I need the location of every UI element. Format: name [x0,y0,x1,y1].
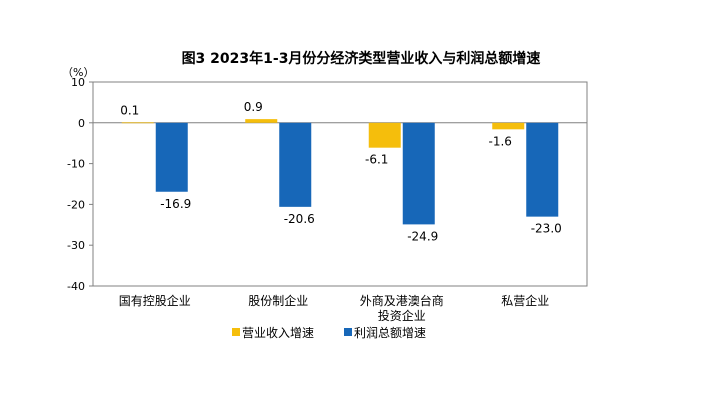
category-label: 投资企业 [378,308,426,323]
y-tick-label: 10 [71,76,85,89]
legend: 营业收入增速 利润总额增速 [232,326,426,340]
bars-group [121,119,559,225]
category-label: 股份制企业 [248,293,308,308]
data-label: 0.9 [244,100,263,114]
bar-revenue [368,122,401,148]
y-tick-label: -20 [67,198,85,211]
y-tick-label: -30 [67,239,85,252]
category-label: 外商及港澳台商 [360,293,444,308]
legend-label: 营业收入增速 [242,326,314,340]
y-tick-label: -40 [67,280,85,293]
data-label: -1.6 [489,134,512,148]
data-label: -23.0 [531,222,562,236]
category-label: 国有控股企业 [119,293,191,308]
bar-profit [279,122,312,207]
data-label: -20.6 [284,212,315,226]
data-label: -16.9 [160,197,191,211]
y-axis-ticks: 10 0 -10 -20 -30 -40 [67,76,93,293]
plot-area-frame [92,81,588,287]
legend-label: 利润总额增速 [354,326,426,340]
y-axis-unit-label: （%） [62,66,94,79]
data-label: 0.1 [120,103,139,117]
bar-revenue [245,119,278,123]
data-labels-group: 0.1 0.9 -6.1 -1.6 -16.9 -20.6 -24.9 -23.0 [120,100,562,243]
bar-profit [526,122,559,217]
chart-title: 图3 2023年1-3月份分经济类型营业收入与利润总额增速 [181,51,541,67]
y-tick-label: 0 [78,117,85,130]
data-label: -24.9 [407,229,438,243]
legend-swatch [232,328,240,336]
bar-profit [155,122,188,192]
data-label: -6.1 [365,153,388,167]
bar-revenue [492,122,525,130]
category-label: 私营企业 [501,293,549,308]
y-tick-label: -10 [67,158,85,171]
bar-revenue [121,122,154,124]
legend-swatch [344,328,352,336]
bar-profit [402,122,435,225]
